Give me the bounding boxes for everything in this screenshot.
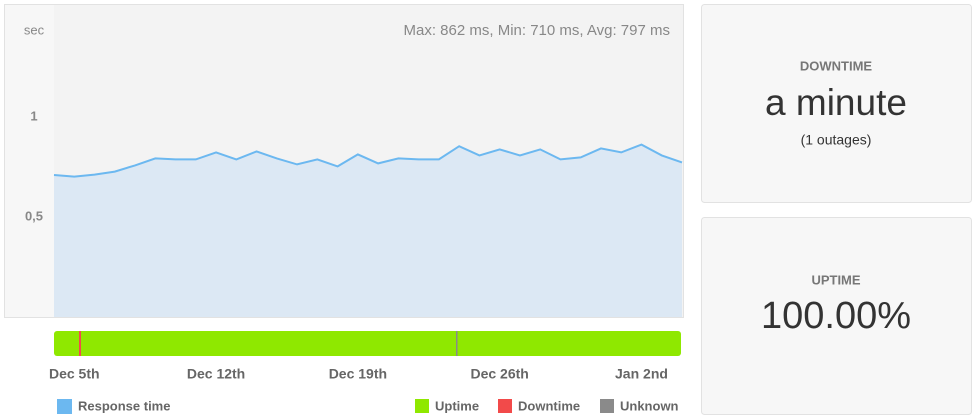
legend-swatch (57, 399, 72, 414)
legend-label: Uptime (435, 398, 479, 413)
legend-label: Unknown (620, 398, 679, 413)
line (53, 143, 683, 178)
y-tick-label: 0,5 (25, 208, 43, 223)
x-tick-label: Dec 26th (470, 366, 528, 382)
x-tick-label: Jan 2nd (615, 366, 668, 382)
area (54, 144, 682, 317)
legend-label: Downtime (518, 398, 580, 413)
legend-swatch (415, 399, 429, 413)
legend-label: Response time (78, 398, 170, 413)
uptime-label: UPTIME (811, 272, 860, 287)
downtime-note: (1 outages) (801, 132, 872, 148)
legend-swatch (600, 399, 614, 413)
x-tick-label: Dec 12th (187, 366, 245, 382)
summary: Max: 862 ms, Min: 710 ms, Avg: 797 ms (404, 22, 671, 39)
unknown-marker (456, 331, 458, 356)
status-bar (54, 331, 681, 356)
y-axis-label: sec (24, 22, 45, 37)
uptime-value: 100.00% (761, 295, 911, 337)
x-tick-label: Dec 19th (329, 366, 387, 382)
legend-swatch (498, 399, 512, 413)
downtime-value: a minute (765, 82, 907, 123)
downtime-label: DOWNTIME (800, 58, 873, 73)
uptime-panel (701, 217, 972, 415)
x-tick-label: Dec 5th (49, 366, 100, 382)
downtime-marker (79, 331, 81, 356)
y-tick-label: 1 (30, 108, 37, 123)
downtime-panel (701, 4, 972, 203)
